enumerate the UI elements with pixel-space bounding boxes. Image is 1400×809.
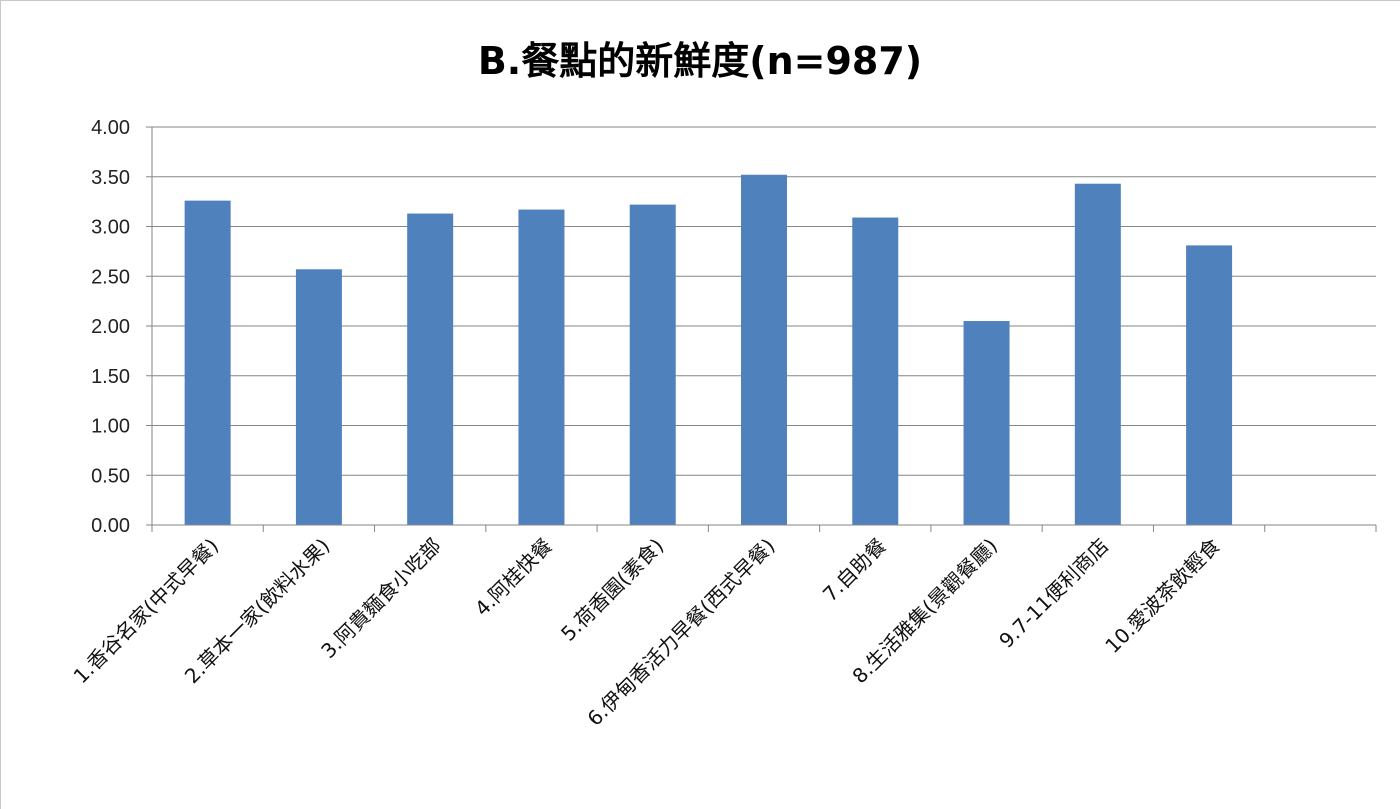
y-tick-label: 3.00 bbox=[91, 217, 130, 239]
x-category-label: 3.阿貴麵食小吃部 bbox=[316, 534, 445, 663]
y-tick-label: 2.50 bbox=[91, 266, 130, 288]
y-tick-label: 0.00 bbox=[91, 515, 130, 537]
bar bbox=[963, 321, 1010, 525]
x-category-label: 10.愛波茶飲輕食 bbox=[1100, 534, 1224, 658]
x-category-label: 4.阿桂快餐 bbox=[470, 534, 557, 621]
bar bbox=[629, 204, 676, 526]
bar bbox=[741, 174, 787, 525]
bar bbox=[852, 217, 899, 526]
bar bbox=[518, 209, 565, 525]
bar bbox=[1074, 183, 1121, 525]
chart-title: B.餐點的新鮮度(n=987) bbox=[477, 39, 923, 83]
x-category-label: 6.伊甸香活力早餐(西式早餐) bbox=[582, 534, 779, 731]
x-category-label: 7.自助餐 bbox=[818, 534, 891, 607]
y-tick-label: 1.50 bbox=[91, 366, 130, 388]
y-tick-label: 1.00 bbox=[91, 416, 130, 438]
x-category-label: 5.荷香園(素食) bbox=[556, 534, 668, 646]
bar bbox=[184, 200, 231, 525]
x-category-label: 9.7-11便利商店 bbox=[994, 534, 1113, 653]
bar bbox=[1186, 245, 1233, 525]
y-tick-label: 4.00 bbox=[91, 117, 130, 139]
bar bbox=[407, 213, 454, 525]
y-tick-label: 2.00 bbox=[91, 316, 130, 338]
y-tick-label: 3.50 bbox=[91, 167, 130, 189]
bar bbox=[295, 269, 342, 525]
y-tick-label: 0.50 bbox=[91, 465, 130, 487]
